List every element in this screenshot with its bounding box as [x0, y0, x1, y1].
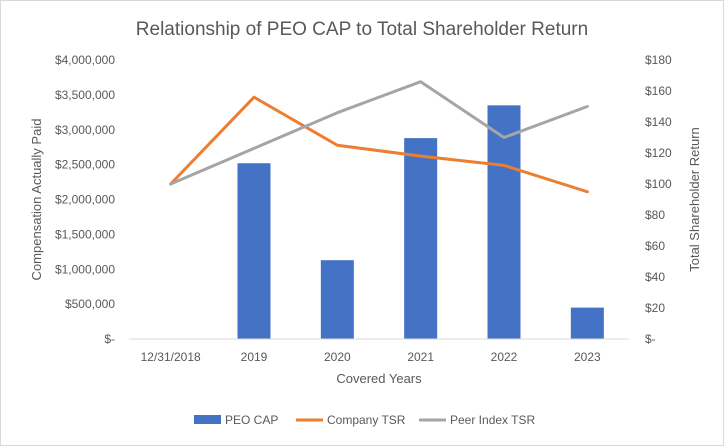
y2-tick-label: $20 [645, 301, 665, 315]
x-tick-label: 2020 [324, 350, 351, 364]
x-tick-label: 2023 [574, 350, 601, 364]
bar-peo-cap [320, 260, 354, 339]
x-tick-label: 2019 [241, 350, 268, 364]
legend-label-peer-index-tsr: Peer Index TSR [450, 413, 535, 427]
bar-peo-cap [404, 138, 438, 339]
x-tick-label: 2021 [407, 350, 434, 364]
line-company-tsr [169, 95, 589, 194]
y-axis-title: Compensation Actually Paid [29, 119, 44, 281]
y-tick-label: $500,000 [65, 297, 115, 311]
y2-tick-label: $60 [645, 239, 665, 253]
y-tick-label: $2,000,000 [55, 193, 115, 207]
y2-tick-label: $40 [645, 270, 665, 284]
y2-tick-label: $- [645, 332, 656, 346]
y2-axis-title: Total Shareholder Return [687, 127, 702, 272]
legend-label-peo-cap: PEO CAP [225, 413, 278, 427]
x-axis-title: Covered Years [336, 371, 422, 386]
legend-label-company-tsr: Company TSR [327, 413, 406, 427]
y2-tick-label: $140 [645, 115, 672, 129]
bar-peo-cap [237, 163, 271, 339]
bar-peo-cap [487, 105, 521, 340]
legend-swatch-peo-cap [194, 415, 221, 424]
y-tick-label: $2,500,000 [55, 158, 115, 172]
y-tick-label: $1,000,000 [55, 262, 115, 276]
y-tick-label: $3,000,000 [55, 123, 115, 137]
chart-title: Relationship of PEO CAP to Total Shareho… [136, 19, 588, 40]
y-tick-label: $- [104, 332, 115, 346]
x-tick-label: 12/31/2018 [141, 350, 201, 364]
y-tick-label: $1,500,000 [55, 227, 115, 241]
line-peer-index-tsr [169, 80, 589, 186]
y2-tick-label: $80 [645, 208, 665, 222]
plot-area: $- $500,000 $1,000,000 $1,500,000 $2,000,000… [55, 53, 672, 364]
legend: PEO CAP Company TSR Peer Index TSR [194, 413, 535, 427]
y-tick-label: $4,000,000 [55, 53, 115, 67]
y2-tick-label: $120 [645, 146, 672, 160]
y2-tick-label: $160 [645, 84, 672, 98]
y-tick-label: $3,500,000 [55, 88, 115, 102]
x-tick-label: 2022 [491, 350, 518, 364]
y2-tick-label: $100 [645, 177, 672, 191]
bar-peo-cap [570, 307, 604, 339]
y2-tick-label: $180 [645, 53, 672, 67]
